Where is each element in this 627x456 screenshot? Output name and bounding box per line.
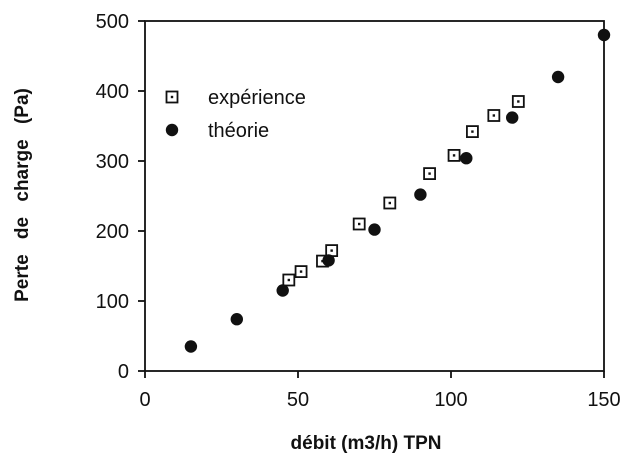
legend-marker <box>165 90 179 104</box>
experience-point <box>282 273 296 287</box>
y-axis-label: Perte de charge (Pa) <box>12 88 33 302</box>
theory-point <box>414 188 427 201</box>
y-tick-label: 500 <box>96 11 129 33</box>
y-axis-ticks: 0 100 200 300 400 500 <box>96 11 145 383</box>
theory-point <box>506 111 519 124</box>
series-2 <box>184 28 611 353</box>
theory-point <box>597 28 611 42</box>
legend: expérience théorie <box>165 87 306 142</box>
x-axis-label: débit (m3/h) TPN <box>291 433 442 454</box>
theory-point <box>184 340 198 353</box>
experience-point <box>383 196 397 210</box>
legend-label: expérience <box>208 87 306 109</box>
series-1 <box>282 95 525 287</box>
x-tick-label: 50 <box>287 389 309 411</box>
x-tick-label: 150 <box>587 389 620 411</box>
y-tick-label: 400 <box>96 81 129 103</box>
experience-point <box>447 148 461 162</box>
theory-point <box>230 313 243 326</box>
x-tick-label: 0 <box>139 389 150 411</box>
data-points <box>184 28 611 353</box>
theory-point <box>460 152 473 165</box>
x-axis-ticks: 0 50 100 150 <box>139 371 621 411</box>
theory-point <box>551 70 565 84</box>
x-tick-label: 100 <box>434 389 467 411</box>
theory-point <box>276 284 289 297</box>
experience-point <box>511 95 525 108</box>
plot-frame <box>144 20 605 372</box>
experience-point <box>487 109 501 122</box>
experience-point <box>466 125 479 138</box>
experience-point <box>352 217 366 231</box>
experience-point <box>423 167 436 181</box>
y-tick-label: 0 <box>118 361 129 383</box>
experience-point <box>294 265 308 279</box>
legend-label: théorie <box>208 120 269 142</box>
y-tick-label: 100 <box>96 291 129 313</box>
y-tick-label: 200 <box>96 221 129 243</box>
theory-point <box>322 254 335 267</box>
theory-point <box>368 223 381 236</box>
axes-frame <box>144 20 605 372</box>
y-tick-label: 300 <box>96 151 129 173</box>
legend-marker <box>165 123 179 137</box>
